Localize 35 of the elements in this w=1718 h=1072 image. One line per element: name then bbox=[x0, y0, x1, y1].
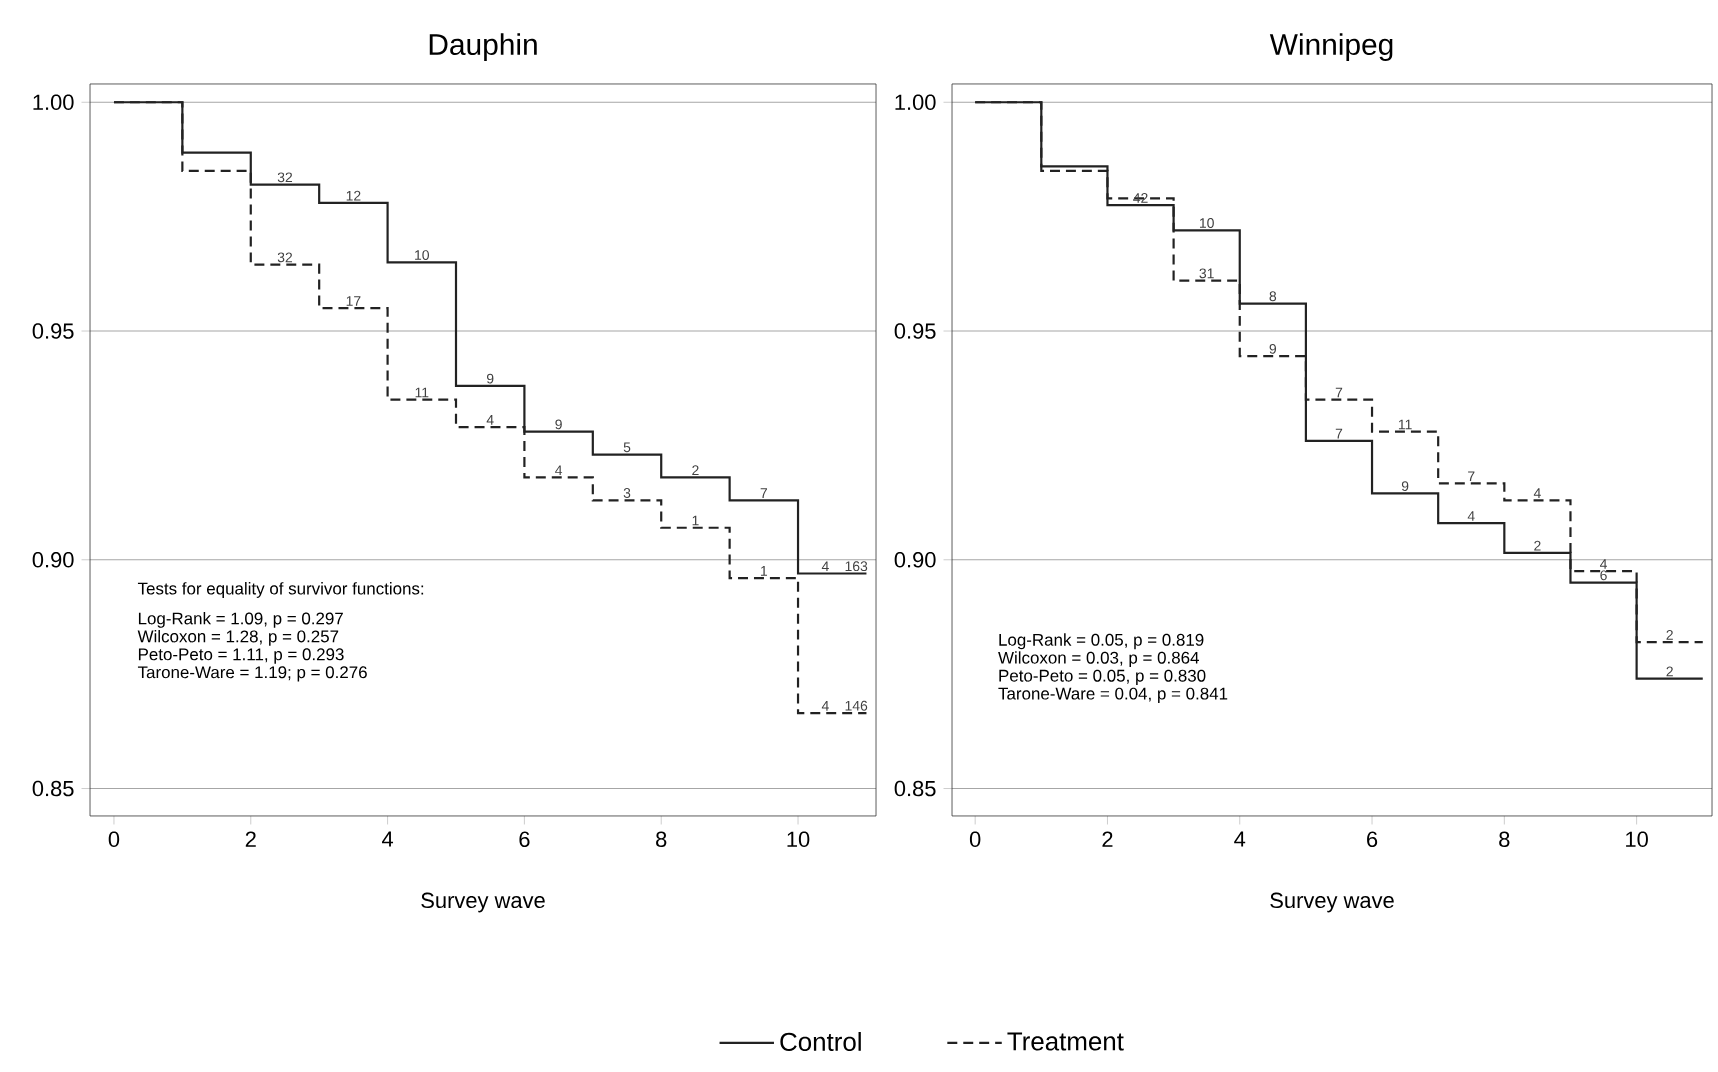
y-tick-label: 0.95 bbox=[32, 323, 74, 339]
y-tick-label: 0.85 bbox=[32, 780, 74, 797]
x-tick-label: 0 bbox=[969, 831, 981, 848]
y-tick-label: 1.00 bbox=[33, 94, 74, 111]
annotation: Log-Rank = 0.05, p = 0.819 bbox=[999, 633, 1204, 650]
y-tick-label: 0.85 bbox=[894, 780, 936, 797]
legend-label: Control bbox=[780, 1032, 861, 1052]
x-tick-label: 8 bbox=[656, 831, 667, 848]
annotation: Peto-Peto = 1.11, p = 0.293 bbox=[138, 648, 344, 664]
annotation: Wilcoxon = 1.28, p = 0.257 bbox=[137, 629, 339, 646]
y-tick-label: 1.00 bbox=[895, 94, 936, 111]
y-tick-label: 0.90 bbox=[894, 552, 936, 568]
x-tick-label: 8 bbox=[1499, 831, 1510, 848]
chart-title: Winnipeg bbox=[1269, 33, 1393, 61]
y-tick-label: 0.95 bbox=[894, 323, 936, 339]
x-tick-label: 10 bbox=[787, 831, 810, 848]
x-tick-label: 4 bbox=[1234, 831, 1246, 847]
x-tick-label: 2 bbox=[245, 831, 256, 847]
x-tick-label: 0 bbox=[108, 831, 120, 848]
x-axis-title: Survey wave bbox=[421, 892, 545, 913]
annotation: Peto-Peto = 0.05, p = 0.830 bbox=[999, 669, 1206, 686]
x-tick-label: 6 bbox=[1367, 831, 1378, 848]
annotation: Log-Rank = 1.09, p = 0.297 bbox=[138, 612, 343, 628]
x-tick-label: 6 bbox=[519, 831, 530, 848]
x-tick-label: 10 bbox=[1626, 831, 1648, 848]
y-tick-label: 0.90 bbox=[32, 552, 74, 568]
annotation: Tarone-Ware = 1.19; p = 0.276 bbox=[137, 666, 367, 682]
x-tick-label: 4 bbox=[382, 831, 394, 847]
legend-label: Treatment bbox=[1007, 1032, 1124, 1051]
chart-title: Dauphin bbox=[429, 33, 537, 61]
annotation: Tarone-Ware = 0.04, p = 0.841 bbox=[998, 687, 1228, 703]
annotation: Tests for equality of survivor functions: bbox=[137, 582, 424, 598]
annotation: Wilcoxon = 0.03, p = 0.864 bbox=[998, 651, 1199, 668]
x-tick-label: 2 bbox=[1102, 831, 1113, 847]
x-axis-title: Survey wave bbox=[1270, 892, 1394, 913]
